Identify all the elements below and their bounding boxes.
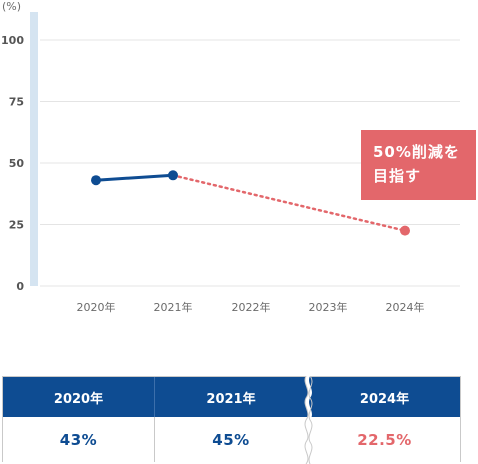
- line-chart: (%) 0 25 50 75 100 2020年 2021年 2022年 2023年 2024年: [1, 0, 460, 314]
- y-axis-bar: [30, 12, 38, 286]
- y-tick-label: 75: [9, 96, 24, 109]
- y-tick-label: 0: [16, 280, 24, 293]
- target-point: [400, 225, 410, 236]
- x-tick-label: 2020年: [77, 300, 116, 314]
- header-cell: 2024年: [359, 391, 410, 407]
- table-header-row: 2020年 2021年 2024年: [3, 377, 460, 417]
- summary-table: 2020年 2021年 2024年 43% 45% 22.5%: [2, 376, 461, 464]
- break-divider: [304, 376, 313, 464]
- actual-line: [95, 173, 174, 182]
- x-tick-label: 2024年: [386, 300, 425, 314]
- header-cell: 2020年: [53, 391, 104, 407]
- y-unit-label: (%): [2, 0, 21, 13]
- callout-line-1: 50%削減を: [373, 143, 460, 161]
- y-tick-label: 100: [1, 34, 24, 47]
- value-cell: 45%: [212, 430, 250, 449]
- y-tick-label: 50: [9, 157, 25, 170]
- x-tick-label: 2022年: [232, 300, 271, 314]
- target-line: [171, 174, 407, 232]
- target-value-cell: 22.5%: [357, 430, 412, 449]
- y-tick-label: 25: [9, 219, 24, 232]
- reduction-target-callout: 50%削減を 目指す: [361, 130, 476, 200]
- actual-point: [168, 170, 178, 181]
- callout-line-2: 目指す: [373, 167, 422, 185]
- header-cell: 2021年: [206, 391, 256, 407]
- table-value-row: 43% 45% 22.5%: [3, 417, 460, 462]
- x-tick-label: 2023年: [309, 300, 348, 314]
- value-cell: 43%: [59, 430, 98, 449]
- actual-point: [91, 175, 101, 186]
- x-tick-label: 2021年: [154, 300, 193, 314]
